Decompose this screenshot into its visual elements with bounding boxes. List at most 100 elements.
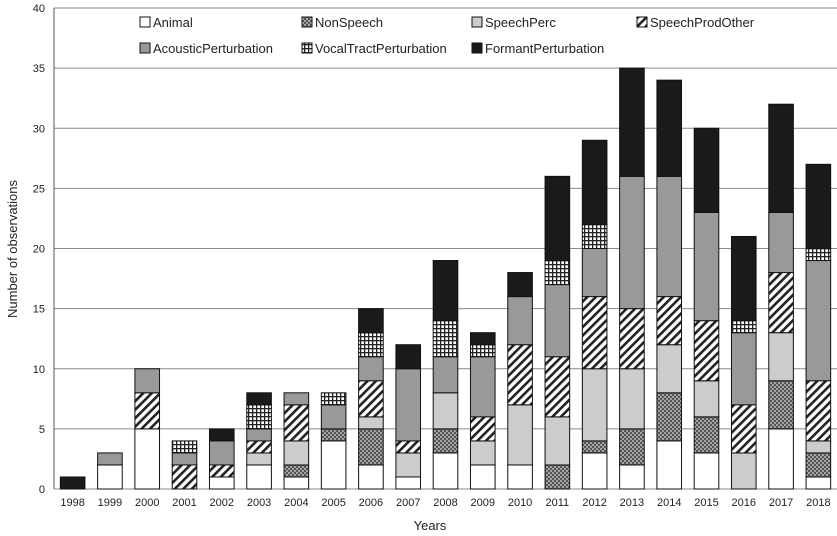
legend-swatch	[139, 42, 151, 54]
legend-swatch	[471, 42, 483, 54]
x-axis-title: Years	[414, 518, 447, 533]
bar-segment-animal	[395, 476, 422, 490]
bar-segment-vocaltractperturbation	[171, 440, 198, 454]
legend-label: FormantPerturbation	[485, 41, 604, 56]
x-tick-label: 2016	[732, 497, 756, 509]
bar-segment-formantperturbation	[208, 428, 235, 442]
legend-label: VocalTractPerturbation	[315, 41, 447, 56]
bar-segment-vocaltractperturbation	[469, 344, 496, 358]
bar-segment-acousticperturbation	[693, 211, 720, 322]
legend-item-acousticperturbation: AcousticPerturbation	[139, 41, 273, 56]
bar-segment-nonspeech	[768, 380, 794, 430]
bar-segment-animal	[283, 476, 310, 490]
bar-segment-speechperc	[656, 344, 683, 394]
x-tick-label: 2001	[172, 497, 196, 509]
bar-segment-acousticperturbation	[730, 332, 757, 406]
bar-segment-acousticperturbation	[805, 260, 832, 382]
bar-segment-animal	[581, 452, 608, 490]
bar-segment-animal	[320, 440, 347, 490]
bar-segment-speechperc	[768, 332, 794, 382]
x-tick-label: 2011	[546, 497, 570, 509]
bar-segment-vocaltractperturbation	[432, 320, 459, 358]
bar-segment-animal	[693, 452, 720, 490]
bar-segment-formantperturbation	[358, 308, 384, 334]
y-tick-label: 0	[39, 484, 45, 496]
bar-segment-speechprodother	[693, 320, 720, 382]
bar-segment-speechprodother	[208, 464, 235, 478]
y-tick-label: 10	[33, 364, 45, 376]
legend-item-speechperc: SpeechPerc	[471, 15, 556, 30]
bar-segment-animal	[805, 476, 832, 490]
x-tick-label: 2007	[396, 497, 420, 509]
bar-segment-acousticperturbation	[395, 368, 422, 442]
bar-segment-speechperc	[432, 392, 459, 430]
y-axis-title: Number of observations	[5, 179, 20, 318]
bar-segment-formantperturbation	[656, 79, 683, 177]
bar-segment-speechperc	[246, 452, 272, 466]
bar-segment-speechperc	[730, 452, 757, 490]
bar-segment-acousticperturbation	[208, 440, 235, 466]
bar-segment-acousticperturbation	[507, 296, 533, 346]
bar-segment-acousticperturbation	[619, 175, 645, 310]
bar-segment-speechprodother	[544, 356, 571, 418]
x-tick-label: 2006	[359, 497, 383, 509]
bar-segment-acousticperturbation	[320, 404, 347, 430]
bar-segment-formantperturbation	[805, 163, 832, 249]
bar-segment-speechperc	[469, 440, 496, 466]
x-tick-label: 2012	[582, 497, 606, 509]
y-tick-label: 5	[39, 424, 45, 436]
legend-swatch	[471, 16, 483, 28]
bar-segment-formantperturbation	[544, 175, 571, 262]
bar-segment-nonspeech	[320, 428, 347, 442]
bar-segment-acousticperturbation	[656, 175, 683, 298]
bar-segment-acousticperturbation	[768, 211, 794, 274]
bar-segment-acousticperturbation	[581, 248, 608, 298]
bar-segment-speechprodother	[507, 344, 533, 406]
bar-segment-speechperc	[581, 368, 608, 442]
bar-segment-speechperc	[619, 368, 645, 430]
bar-segment-acousticperturbation	[283, 392, 310, 406]
bar-segment-acousticperturbation	[469, 356, 496, 418]
legend-item-formantperturbation: FormantPerturbation	[471, 41, 604, 56]
bar-segment-speechprodother	[581, 296, 608, 370]
bar-segment-speechperc	[395, 452, 422, 478]
bar-segment-nonspeech	[432, 428, 459, 454]
x-tick-label: 1999	[98, 497, 122, 509]
x-tick-label: 2014	[657, 497, 681, 509]
legend-label: AcousticPerturbation	[153, 41, 273, 56]
bar-segment-animal	[134, 428, 161, 490]
bar-segment-animal	[97, 464, 123, 490]
legend-swatch	[301, 16, 313, 28]
y-tick-label: 35	[33, 63, 45, 75]
x-tick-label: 2013	[620, 497, 644, 509]
bar-segment-nonspeech	[283, 464, 310, 478]
legend-swatch	[636, 16, 648, 28]
bar-segment-formantperturbation	[581, 139, 608, 225]
y-tick-label: 40	[33, 3, 45, 15]
bar-segment-speechperc	[507, 404, 533, 466]
legend-item-vocaltractperturbation: VocalTractPerturbation	[301, 41, 447, 56]
x-tick-label: 2018	[806, 497, 830, 509]
bar-segment-speechperc	[358, 416, 384, 430]
bar-segment-nonspeech	[581, 440, 608, 454]
bar-segment-vocaltractperturbation	[805, 248, 832, 262]
x-tick-label: 2002	[210, 497, 234, 509]
bar-segment-speechperc	[693, 380, 720, 418]
legend-label: SpeechProdOther	[650, 15, 755, 30]
bars	[59, 67, 832, 490]
bar-segment-vocaltractperturbation	[246, 404, 272, 430]
bar-segment-speechprodother	[805, 380, 832, 442]
bar-segment-speechprodother	[246, 440, 272, 454]
bar-segment-acousticperturbation	[432, 356, 459, 394]
bar-segment-animal	[246, 464, 272, 490]
bar-segment-formantperturbation	[693, 127, 720, 213]
bar-segment-formantperturbation	[619, 67, 645, 177]
bar-segment-formantperturbation	[469, 332, 496, 346]
bar-segment-formantperturbation	[432, 260, 459, 322]
bar-segment-speechprodother	[358, 380, 384, 418]
bar-segment-animal	[619, 464, 645, 490]
bar-segment-nonspeech	[544, 464, 571, 490]
bar-segment-vocaltractperturbation	[544, 260, 571, 286]
